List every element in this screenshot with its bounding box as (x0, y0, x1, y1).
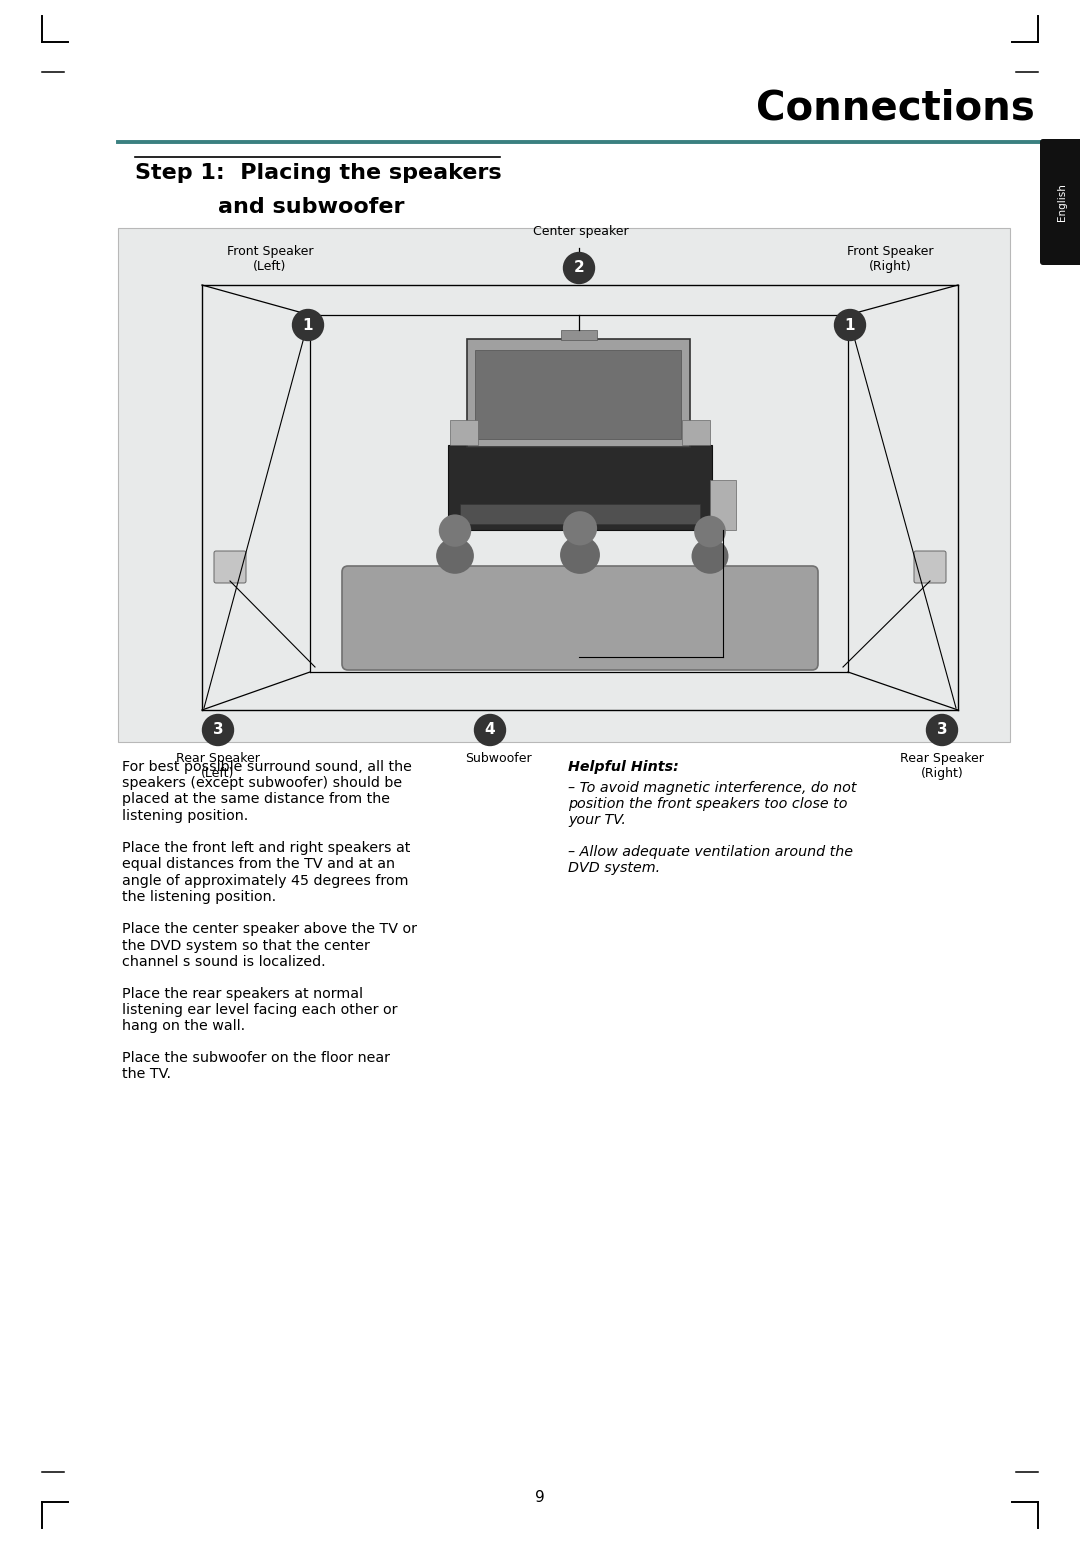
Circle shape (564, 253, 594, 284)
Text: 1: 1 (302, 318, 313, 332)
Text: 2: 2 (573, 261, 584, 275)
FancyBboxPatch shape (914, 551, 946, 584)
Bar (475, 350, 681, 438)
Text: Subwoofer: Subwoofer (464, 752, 531, 764)
Text: Place the front left and right speakers at
equal distances from the TV and at an: Place the front left and right speakers … (122, 841, 410, 903)
Text: Center speaker: Center speaker (534, 225, 629, 238)
Text: Helpful Hints:: Helpful Hints: (568, 760, 679, 774)
Text: For best possible surround sound, all the
speakers (except subwoofer) should be
: For best possible surround sound, all th… (122, 760, 411, 823)
Bar (448, 445, 712, 530)
Text: – To avoid magnetic interference, do not
position the front speakers too close t: – To avoid magnetic interference, do not… (568, 781, 856, 828)
Circle shape (694, 516, 726, 548)
Text: 9: 9 (535, 1490, 545, 1505)
Text: Front Speaker
(Left): Front Speaker (Left) (227, 245, 313, 273)
Ellipse shape (561, 536, 600, 574)
Circle shape (835, 309, 865, 341)
Text: 4: 4 (485, 723, 496, 738)
Text: Step 1:  Placing the speakers: Step 1: Placing the speakers (135, 164, 501, 184)
Circle shape (438, 514, 471, 547)
Text: Front Speaker
(Right): Front Speaker (Right) (847, 245, 933, 273)
Text: 1: 1 (845, 318, 855, 332)
Circle shape (203, 715, 233, 746)
Text: English: English (1056, 184, 1067, 221)
Bar (681, 420, 710, 445)
Circle shape (293, 309, 324, 341)
Circle shape (927, 715, 958, 746)
Circle shape (563, 511, 597, 545)
Ellipse shape (691, 539, 729, 574)
Bar (710, 480, 735, 530)
Text: 3: 3 (936, 723, 947, 738)
Bar (118, 229, 1010, 743)
Bar (450, 420, 478, 445)
Circle shape (474, 715, 505, 746)
Bar (460, 503, 700, 523)
Bar (561, 330, 597, 340)
Text: 3: 3 (213, 723, 224, 738)
Ellipse shape (436, 537, 474, 574)
Text: – Allow adequate ventilation around the
DVD system.: – Allow adequate ventilation around the … (568, 845, 853, 875)
FancyBboxPatch shape (467, 338, 689, 446)
Text: Place the center speaker above the TV or
the DVD system so that the center
chann: Place the center speaker above the TV or… (122, 922, 417, 968)
FancyBboxPatch shape (214, 551, 246, 584)
Text: and subwoofer: and subwoofer (218, 198, 405, 218)
Text: Place the rear speakers at normal
listening ear level facing each other or
hang : Place the rear speakers at normal listen… (122, 987, 397, 1033)
Text: Place the subwoofer on the floor near
the TV.: Place the subwoofer on the floor near th… (122, 1051, 390, 1081)
FancyBboxPatch shape (1040, 139, 1080, 266)
Text: Rear Speaker
(Right): Rear Speaker (Right) (900, 752, 984, 780)
FancyBboxPatch shape (342, 567, 818, 670)
Text: Rear Speaker
(Left): Rear Speaker (Left) (176, 752, 260, 780)
Text: Connections: Connections (756, 88, 1035, 128)
